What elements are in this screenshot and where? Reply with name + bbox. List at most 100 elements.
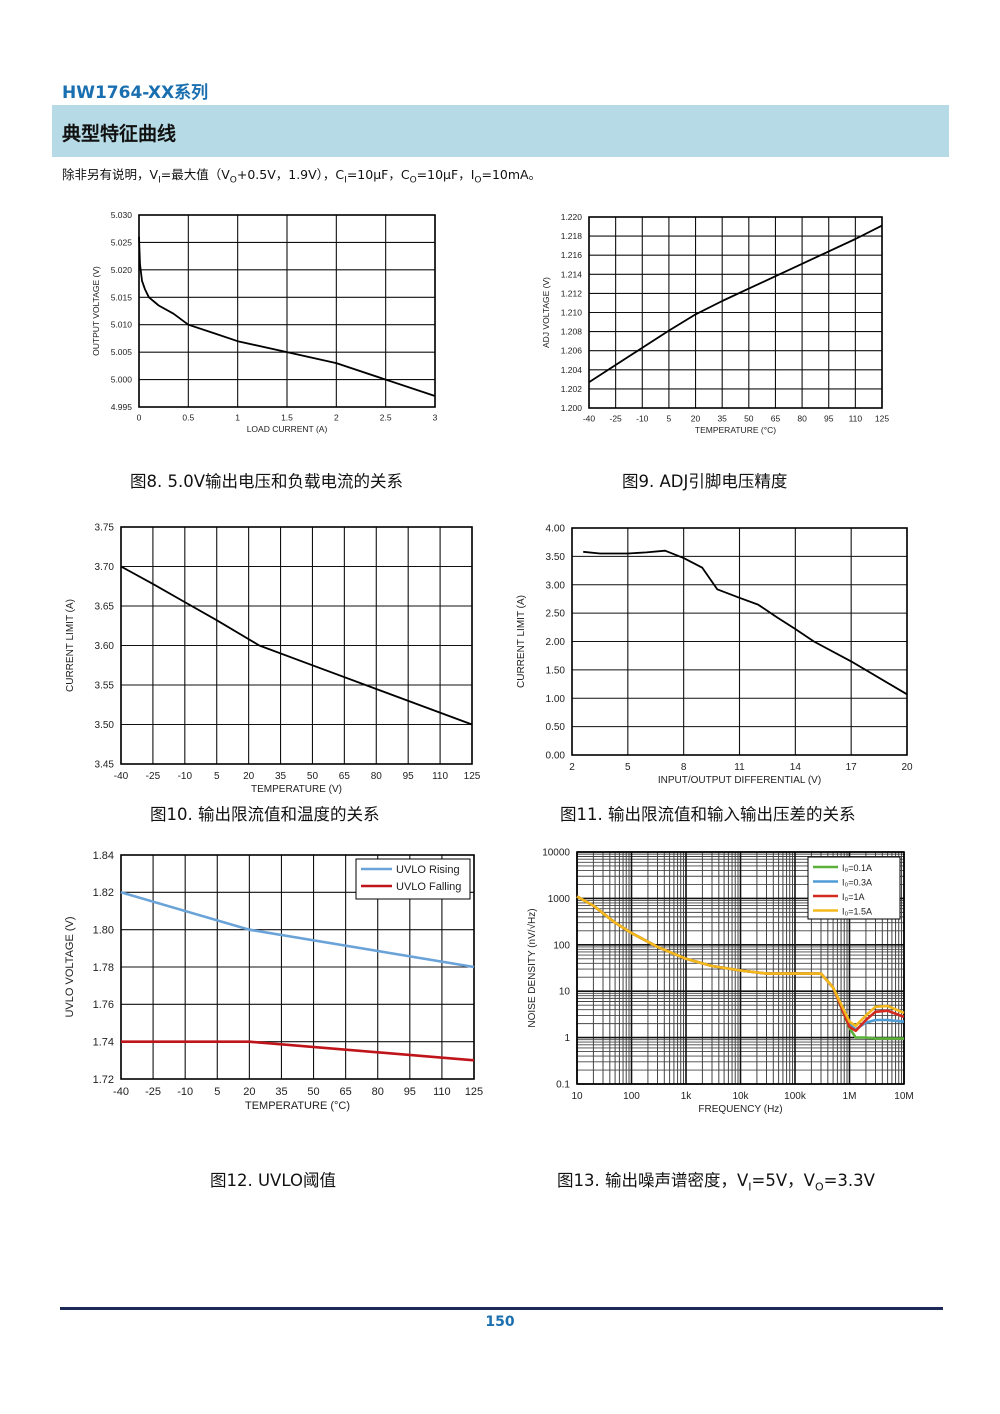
fig10-series-1 <box>120 565 473 726</box>
fig12-x-tick-label: 65 <box>340 1086 352 1098</box>
fig10-x-tick-label: 80 <box>371 771 383 782</box>
fig11-series-1 <box>583 549 908 696</box>
fig10-y-tick-label: 3.65 <box>95 602 115 613</box>
fig10-x-tick-label: -10 <box>178 771 193 782</box>
fig9-y-tick-label: 1.208 <box>561 327 583 337</box>
fig11-x-tick-label: 11 <box>734 762 745 773</box>
fig10-y-tick-label: 3.50 <box>95 720 115 731</box>
fig12-x-tick-label: -10 <box>177 1086 193 1098</box>
fig12-y-tick-label: 1.76 <box>93 999 114 1011</box>
fig10-y-axis-label: CURRENT LIMIT (A) <box>65 599 76 692</box>
fig9-chart: -40 -25 -10 5 20 35 50 65 80 95 110 125 1.200 1.202 1.… <box>541 212 889 435</box>
fig8-x-axis-label: LOAD CURRENT (A) <box>247 424 328 434</box>
fig11-x-tick-label: 17 <box>846 762 858 773</box>
fig13-x-axis-label: FREQUENCY (Hz) <box>698 1104 782 1115</box>
fig12-x-tick-label: 125 <box>465 1086 483 1098</box>
fig9-y-tick-label: 1.212 <box>561 288 583 298</box>
fig8-y-tick-label: 4.995 <box>111 402 133 412</box>
fig8-x-tick-label: 2.5 <box>380 413 392 423</box>
fig9-x-tick-label: 35 <box>717 414 727 424</box>
fig8-y-tick-label: 5.020 <box>111 265 133 275</box>
fig11-y-axis-label: CURRENT LIMIT (A) <box>516 595 527 688</box>
fig8-y-tick-label: 5.005 <box>111 347 133 357</box>
fig12-y-axis-label: UVLO VOLTAGE (V) <box>64 916 76 1017</box>
fig13-legend-label: I₀=0.3A <box>842 878 872 888</box>
fig9-y-tick-label: 1.220 <box>561 212 583 222</box>
fig11-y-tick-label: 4.00 <box>546 524 566 535</box>
fig11-x-tick-label: 20 <box>901 762 913 773</box>
fig13-x-tick-label: 10M <box>894 1091 913 1102</box>
fig12-legend-label: UVLO Falling <box>396 881 461 893</box>
fig9-y-tick-label: 1.200 <box>561 403 583 413</box>
fig8-caption: 图8. 5.0V输出电压和负载电流的关系 <box>130 472 404 491</box>
fig12-legend-label: UVLO Rising <box>396 864 460 876</box>
document-series-title: HW1764-XX系列 <box>62 83 209 103</box>
fig11-y-tick-label: 0.00 <box>546 751 566 762</box>
fig13-y-tick-label: 10 <box>559 987 571 998</box>
fig11-y-tick-label: 1.00 <box>546 694 566 705</box>
fig12-x-tick-label: -25 <box>145 1086 161 1098</box>
page-number: 150 <box>485 1314 515 1330</box>
fig9-plot-frame <box>588 216 883 409</box>
fig9-series-1 <box>588 224 883 383</box>
fig13-series-4 <box>576 895 905 1028</box>
fig8-x-tick-label: 3 <box>433 413 438 423</box>
fig10-plot-frame <box>120 526 473 765</box>
fig12-y-tick-label: 1.74 <box>93 1037 114 1049</box>
fig10-x-tick-label: 35 <box>275 771 287 782</box>
fig12-x-tick-label: 35 <box>275 1086 287 1098</box>
fig12-y-tick-label: 1.72 <box>93 1074 114 1086</box>
fig13-legend-label: I₀=1A <box>842 892 865 902</box>
fig13-legend-label: I₀=1.5A <box>842 907 872 917</box>
fig13-x-tick-label: 100 <box>623 1091 640 1102</box>
fig12-caption: 图12. UVLO阈值 <box>210 1171 336 1190</box>
fig12-y-tick-label: 1.82 <box>93 887 114 899</box>
fig13-x-tick-label: 100k <box>784 1091 807 1102</box>
fig9-y-tick-label: 1.206 <box>561 346 583 356</box>
fig13-x-tick-label: 1M <box>843 1091 857 1102</box>
fig8-plot-frame <box>138 214 436 408</box>
fig10-y-tick-label: 3.55 <box>95 681 115 692</box>
fig10-y-tick-label: 3.70 <box>95 562 115 573</box>
fig11-x-axis-label: INPUT/OUTPUT DIFFERENTIAL (V) <box>658 775 821 786</box>
fig12-x-tick-label: -40 <box>113 1086 129 1098</box>
fig8-y-tick-label: 5.000 <box>111 375 133 385</box>
fig13-chart: 10 100 1k 10k 100k 1M 10M 0.1 1 10 100 1000 10000 FRE… <box>526 848 914 1116</box>
fig9-y-tick-label: 1.202 <box>561 384 583 394</box>
fig13-plot-frame <box>576 851 905 1085</box>
fig10-chart: -40 -25 -10 5 20 35 50 65 80 95 110 125 3.45 3.50 3.55… <box>65 523 481 796</box>
fig11-x-tick-label: 2 <box>569 762 575 773</box>
fig9-y-tick-label: 1.216 <box>561 250 583 260</box>
fig12-legend <box>355 858 471 900</box>
fig8-y-tick-label: 5.030 <box>111 210 133 220</box>
fig11-y-tick-label: 2.00 <box>546 637 566 648</box>
fig10-x-tick-label: 5 <box>214 771 220 782</box>
fig10-y-tick-label: 3.75 <box>95 523 115 534</box>
fig11-x-tick-label: 14 <box>790 762 802 773</box>
fig10-x-tick-label: -40 <box>114 771 129 782</box>
fig8-x-tick-label: 0.5 <box>182 413 194 423</box>
fig8-y-axis-label: OUTPUT VOLTAGE (V) <box>91 266 101 356</box>
fig11-y-tick-label: 3.50 <box>546 552 566 563</box>
fig13-y-tick-label: 10000 <box>542 848 570 859</box>
fig12-y-tick-label: 1.84 <box>93 850 114 862</box>
fig13-x-tick-label: 1k <box>681 1091 693 1102</box>
fig9-y-tick-label: 1.214 <box>561 269 583 279</box>
fig8-x-tick-label: 2 <box>334 413 339 423</box>
fig12-y-tick-label: 1.78 <box>93 962 114 974</box>
fig9-x-tick-label: 95 <box>824 414 834 424</box>
fig13-x-tick-label: 10 <box>571 1091 583 1102</box>
fig11-chart: 2 5 8 11 14 17 20 0.00 0.50 1.00 1.50 2.00 2.50 3.00 3… <box>516 524 913 787</box>
fig9-x-tick-label: 5 <box>667 414 672 424</box>
fig10-x-axis-label: TEMPERATURE (V) <box>251 784 342 795</box>
fig10-y-tick-label: 3.45 <box>95 760 115 771</box>
fig11-y-tick-label: 3.00 <box>546 580 566 591</box>
fig9-x-tick-label: 65 <box>771 414 781 424</box>
fig8-y-tick-label: 5.010 <box>111 320 133 330</box>
fig10-x-tick-label: -25 <box>146 771 161 782</box>
fig9-x-tick-label: -10 <box>636 414 649 424</box>
footer-rule <box>60 1307 943 1310</box>
fig12-x-tick-label: 5 <box>214 1086 220 1098</box>
fig9-x-tick-label: 80 <box>797 414 807 424</box>
fig13-y-tick-label: 1 <box>564 1033 570 1044</box>
